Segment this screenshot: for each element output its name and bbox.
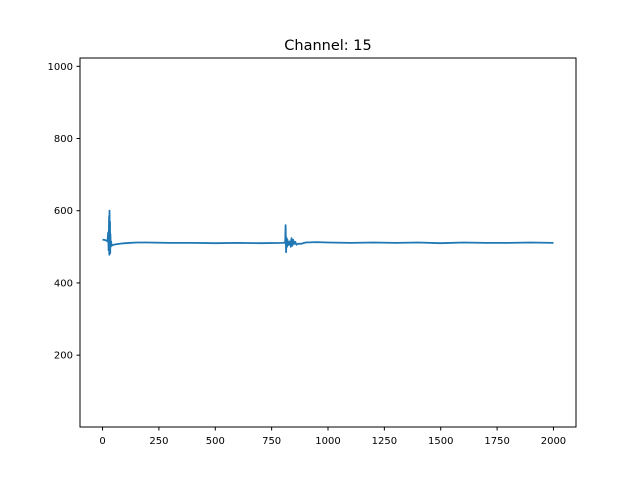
x-tick-label: 1750 [484, 436, 509, 447]
x-axis: 0 250 500 750 1000 1250 1500 1750 2000 [99, 427, 566, 447]
y-tick-label: 600 [54, 206, 73, 217]
y-tick-label: 1000 [48, 62, 73, 73]
x-tick-label: 250 [149, 436, 168, 447]
y-tick-label: 800 [54, 134, 73, 145]
x-tick-label: 0 [99, 436, 105, 447]
chart-title: Channel: 15 [284, 38, 371, 54]
x-tick-label: 1250 [372, 436, 397, 447]
y-tick-label: 200 [54, 351, 73, 362]
x-tick-label: 2000 [541, 436, 566, 447]
x-tick-label: 750 [262, 436, 281, 447]
series-line [102, 209, 554, 256]
y-tick-label: 400 [54, 278, 73, 289]
plot-area [102, 209, 554, 256]
x-tick-label: 1000 [315, 436, 340, 447]
x-tick-label: 500 [206, 436, 225, 447]
x-tick-label: 1500 [428, 436, 453, 447]
y-axis: 200 400 600 800 1000 [48, 62, 80, 362]
